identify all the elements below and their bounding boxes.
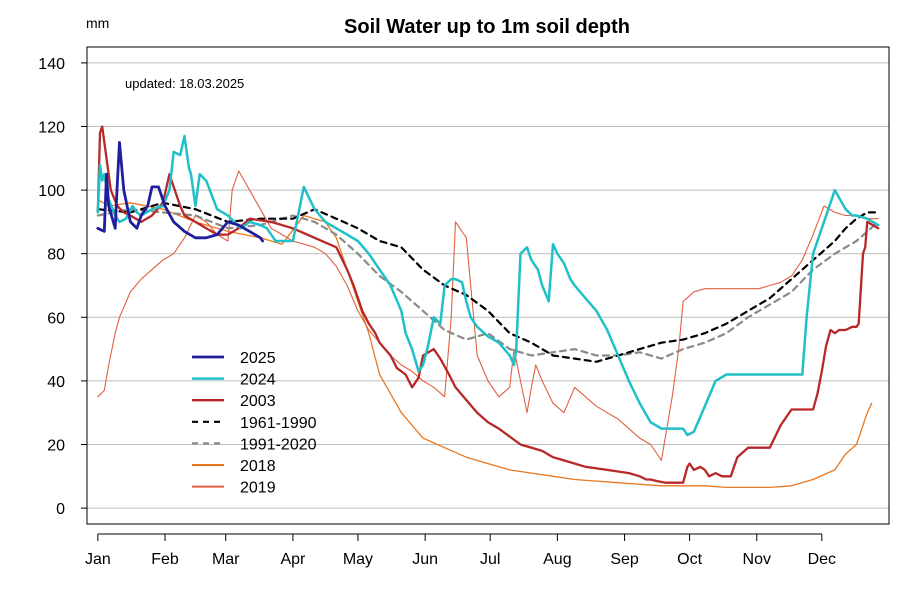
legend-label: 2019 [240,480,276,497]
legend-label: 2003 [240,393,276,410]
y-tick-label: 80 [47,247,65,264]
series-lines [96,125,880,489]
y-axis: 0 20 40 60 80 100 120 140 [38,56,87,518]
y-tick-label: 60 [47,310,65,327]
legend-label: 1961-1990 [240,415,317,432]
month-label: Sep [610,551,639,568]
legend-label: 2025 [240,350,276,367]
chart-title: Soil Water up to 1m soil depth [344,16,630,38]
y-tick-label: 120 [38,120,65,137]
series-line-1961-1990 [96,201,880,363]
y-tick-label: 40 [47,374,65,391]
month-label: Oct [677,551,702,568]
x-axis: Jan Feb Mar Apr May Jun Jul Aug Sep Oct Nov Dec [85,533,836,568]
legend-label: 2024 [240,372,276,389]
y-tick-label: 100 [38,183,65,200]
plot-frame [86,46,890,525]
month-label: Dec [808,551,836,568]
y-tick-label: 140 [38,56,65,73]
y-tick-label: 20 [47,438,65,455]
month-label: Aug [543,551,571,568]
legend-label: 2018 [240,458,276,475]
series-line-1991-2020 [96,208,880,360]
y-axis-unit: mm [86,15,109,31]
month-label: Nov [743,551,771,568]
series-line-2024 [96,134,880,437]
y-tick-label: 0 [56,501,65,518]
month-label: Jun [412,551,438,568]
series-line-2018 [97,198,873,489]
legend-label: 1991-2020 [240,436,317,453]
updated-note: updated: 18.03.2025 [125,76,244,91]
series-line-2019 [97,170,879,461]
month-label: Mar [212,551,240,568]
month-label: Jul [480,551,500,568]
series-line-2003 [96,125,880,484]
month-label: May [343,551,373,568]
month-label: Feb [151,551,179,568]
series-line-2025 [96,140,265,243]
month-label: Apr [280,551,306,568]
month-label: Jan [85,551,111,568]
legend: 2025 2024 2003 1961-1990 1991-2020 2018 2019 [192,350,317,497]
